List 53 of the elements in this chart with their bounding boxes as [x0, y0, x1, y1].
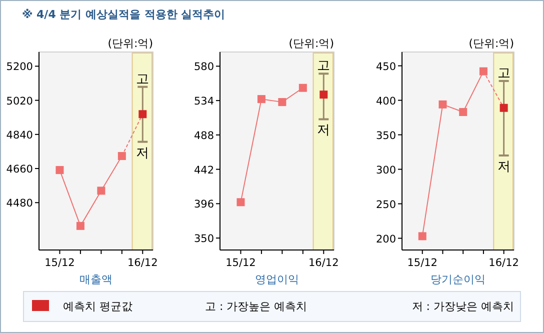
- y-tick-label: 580: [194, 61, 214, 74]
- point: [118, 152, 126, 160]
- y-tick-label: 5200: [6, 61, 33, 74]
- y-tick-label: 200: [376, 233, 396, 246]
- annotation: 고: [136, 72, 150, 87]
- point: [278, 98, 286, 106]
- point: [97, 186, 106, 195]
- x-axis-title: 매출액: [80, 273, 112, 286]
- point: [298, 84, 307, 92]
- y-tick-label: 396: [194, 198, 214, 211]
- point: [236, 198, 245, 206]
- y-tick-label: 534: [194, 96, 214, 108]
- x-tick-label: 16/12: [308, 257, 339, 269]
- point: [500, 104, 508, 112]
- point: [76, 222, 84, 230]
- point: [418, 232, 426, 240]
- annotation: 저: [317, 123, 330, 138]
- legend-label: 예측치 평균값: [63, 300, 132, 313]
- annotation: 고: [497, 66, 510, 81]
- y-tick-label: 400: [376, 95, 396, 108]
- x-tick-label: 16/12: [128, 257, 158, 269]
- x-tick-label: 15/12: [226, 257, 256, 269]
- point: [479, 67, 488, 76]
- y-tick-label: 488: [194, 130, 214, 142]
- y-tick-label: 5020: [6, 95, 33, 108]
- chart-subtitle: (단위:억): [288, 37, 334, 50]
- point: [320, 90, 328, 99]
- legend: 예측치 평균값 고 : 가장높은 예측치 저 : 가장낮은 예측치: [23, 291, 521, 322]
- annotation: 저: [136, 146, 150, 161]
- point: [438, 100, 447, 108]
- point: [56, 166, 64, 174]
- point: [138, 110, 147, 118]
- x-axis-title: 영업이익: [255, 273, 299, 286]
- annotation: 저: [497, 159, 510, 174]
- chart-subtitle: (단위:억): [108, 37, 153, 50]
- chart-title: ※ 4/4 분기 예상실적을 적용한 실적추이: [22, 8, 226, 21]
- y-tick-label: 450: [376, 60, 396, 73]
- y-tick-label: 4660: [6, 164, 33, 176]
- y-tick-label: 350: [376, 130, 396, 142]
- x-tick-label: 16/12: [488, 257, 519, 269]
- y-tick-label: 4480: [6, 198, 33, 210]
- point: [459, 108, 468, 116]
- point: [257, 95, 266, 104]
- x-tick-label: 15/12: [44, 257, 75, 269]
- y-tick-label: 250: [376, 198, 396, 211]
- x-axis-title: 당기순이익: [430, 273, 486, 286]
- y-tick-label: 4840: [6, 129, 33, 142]
- y-tick-label: 350: [194, 233, 214, 246]
- x-tick-label: 15/12: [407, 257, 438, 269]
- y-tick-label: 300: [376, 164, 396, 176]
- chart-subtitle: (단위:억): [468, 37, 514, 50]
- y-tick-label: 442: [194, 164, 214, 176]
- annotation: 고: [317, 58, 330, 74]
